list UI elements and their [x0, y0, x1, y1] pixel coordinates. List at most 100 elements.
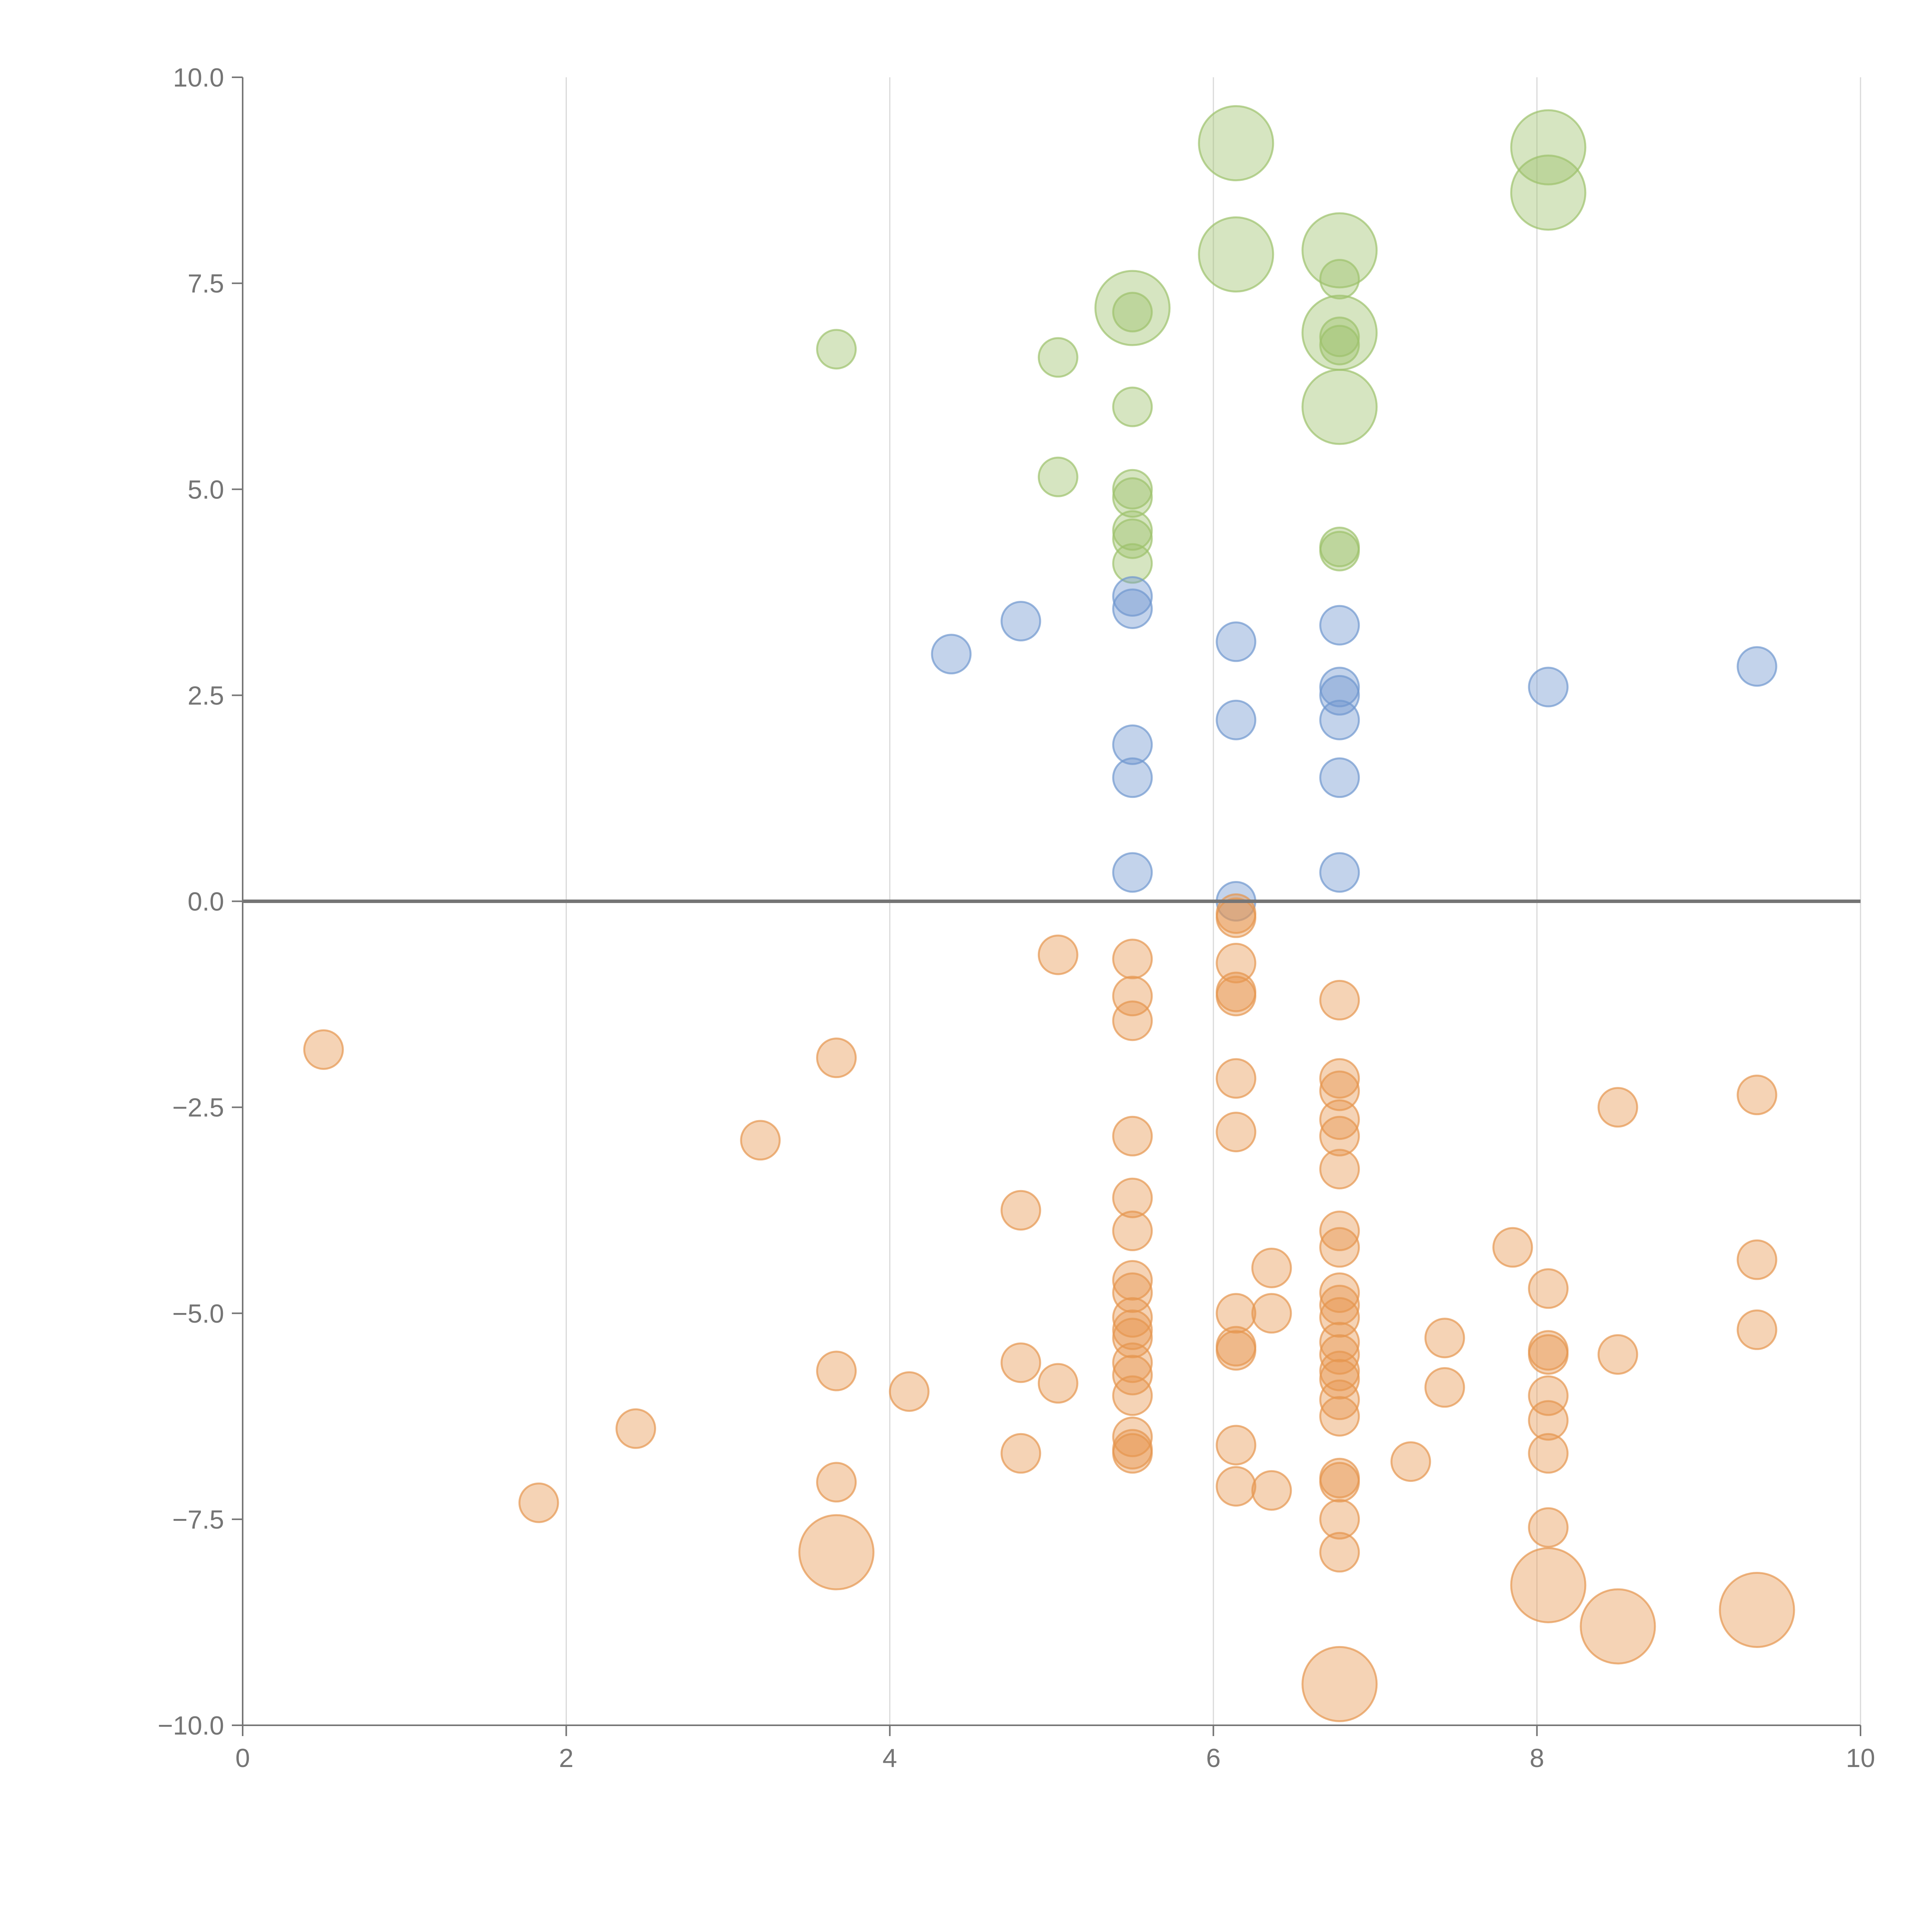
orange-point	[1112, 1433, 1153, 1474]
green-point	[1319, 531, 1360, 571]
x-tick-label: 4	[883, 1743, 897, 1773]
orange-point	[1528, 1400, 1569, 1441]
orange-point	[1037, 1363, 1078, 1404]
green-point	[1319, 325, 1360, 366]
orange-point	[1319, 1379, 1360, 1420]
orange-point	[1580, 1588, 1656, 1665]
blue-point	[1112, 576, 1153, 617]
orange-point	[1492, 1227, 1533, 1268]
data-points	[303, 105, 1795, 1722]
orange-point	[1216, 897, 1257, 938]
orange-point	[1319, 1499, 1360, 1540]
green-point	[1301, 212, 1378, 289]
orange-point	[1597, 1087, 1638, 1128]
axes: 10.0 7.5 5.0 2.5 0.0 −2.5 −5.0 −7.5 −10.0 0 2 4 6 8 10	[158, 63, 1875, 1773]
orange-point	[1319, 1350, 1360, 1391]
x-tick-label: 0	[235, 1743, 250, 1773]
blue-point	[1216, 699, 1257, 740]
x-tick-label: 10	[1846, 1743, 1875, 1773]
green-point	[816, 329, 857, 370]
green-point	[1112, 518, 1153, 559]
x-tick-label: 8	[1530, 1743, 1544, 1773]
orange-point	[1112, 1417, 1153, 1458]
orange-point	[1319, 1532, 1360, 1573]
y-tick-label: −2.5	[172, 1093, 224, 1122]
green-point	[1112, 386, 1153, 427]
orange-point	[798, 1514, 875, 1590]
blue-point	[1319, 852, 1360, 893]
orange-point	[1528, 1375, 1569, 1416]
orange-point	[1319, 1396, 1360, 1437]
orange-point	[1319, 1297, 1360, 1338]
orange-point	[1719, 1571, 1795, 1648]
blue-point	[1319, 667, 1360, 707]
orange-point	[1216, 942, 1257, 983]
orange-point	[1528, 1334, 1569, 1375]
blue-point	[1112, 852, 1153, 893]
blue-point	[1112, 588, 1153, 629]
orange-point	[1251, 1470, 1292, 1511]
green-point	[1037, 337, 1078, 378]
blue-point	[1319, 757, 1360, 798]
orange-point	[1319, 1211, 1360, 1251]
orange-point	[1251, 1247, 1292, 1288]
y-tick-label: 10.0	[173, 63, 224, 92]
orange-point	[816, 1462, 857, 1503]
x-tick-label: 2	[559, 1743, 573, 1773]
green-point	[1094, 270, 1171, 346]
green-point	[1301, 369, 1378, 445]
blue-point	[931, 634, 972, 675]
green-point	[1510, 155, 1587, 231]
orange-point	[1319, 980, 1360, 1020]
orange-point	[1528, 1433, 1569, 1474]
orange-point	[1112, 1355, 1153, 1396]
orange-point	[1112, 1211, 1153, 1251]
orange-point	[1319, 1227, 1360, 1268]
green-point	[1319, 259, 1360, 299]
orange-point	[1216, 1112, 1257, 1153]
green-point	[1198, 105, 1274, 182]
orange-point	[1390, 1441, 1431, 1482]
orange-point	[740, 1120, 781, 1161]
green-point	[1319, 316, 1360, 357]
y-tick-label: −10.0	[158, 1711, 224, 1740]
green-point	[1198, 216, 1274, 293]
orange-point	[1736, 1239, 1777, 1280]
y-tick-label: −5.0	[172, 1299, 224, 1328]
orange-point	[303, 1029, 344, 1070]
y-tick-label: 5.0	[187, 475, 224, 504]
orange-point	[1112, 976, 1153, 1017]
orange-point	[1216, 1425, 1257, 1466]
orange-point	[1424, 1318, 1465, 1359]
orange-point	[1000, 1433, 1041, 1474]
orange-point	[1000, 1342, 1041, 1383]
green-point	[1112, 292, 1153, 333]
blue-point	[1319, 605, 1360, 646]
green-point	[1112, 469, 1153, 510]
orange-point	[1319, 1058, 1360, 1099]
orange-point	[1319, 1359, 1360, 1400]
orange-point	[1112, 1297, 1153, 1338]
orange-point	[1000, 1190, 1041, 1231]
orange-point	[1736, 1309, 1777, 1350]
green-point	[1112, 510, 1153, 551]
blue-point	[1112, 757, 1153, 798]
orange-point	[1319, 1116, 1360, 1156]
orange-point	[1037, 934, 1078, 975]
orange-point	[1528, 1268, 1569, 1309]
orange-point	[1319, 1070, 1360, 1111]
green-point	[1112, 543, 1153, 584]
green-point	[1510, 109, 1587, 185]
orange-point	[889, 1371, 930, 1412]
y-tick-label: −7.5	[172, 1505, 224, 1534]
blue-point	[1319, 699, 1360, 740]
y-tick-label: 0.0	[187, 887, 224, 917]
y-tick-label: 7.5	[187, 269, 224, 298]
orange-point	[1736, 1075, 1777, 1116]
orange-point	[1112, 1309, 1153, 1350]
orange-point	[1112, 1375, 1153, 1416]
orange-point	[1319, 1272, 1360, 1313]
blue-point	[1319, 675, 1360, 716]
orange-point	[1112, 1260, 1153, 1301]
